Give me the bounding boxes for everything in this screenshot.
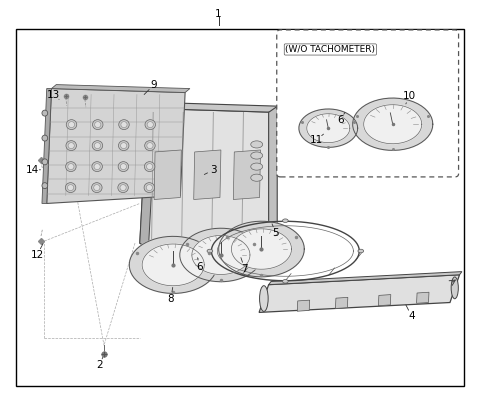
Polygon shape xyxy=(154,150,181,200)
Ellipse shape xyxy=(144,183,155,193)
Ellipse shape xyxy=(146,185,153,191)
Text: 12: 12 xyxy=(31,250,44,260)
Polygon shape xyxy=(269,272,462,285)
Ellipse shape xyxy=(65,183,76,193)
Ellipse shape xyxy=(42,159,48,165)
Ellipse shape xyxy=(92,183,102,193)
Polygon shape xyxy=(180,228,262,282)
FancyBboxPatch shape xyxy=(277,30,458,177)
Ellipse shape xyxy=(68,164,74,170)
Text: 6: 6 xyxy=(337,115,344,125)
Ellipse shape xyxy=(451,277,458,299)
Ellipse shape xyxy=(68,142,74,148)
Ellipse shape xyxy=(94,164,100,170)
Polygon shape xyxy=(378,294,391,306)
Ellipse shape xyxy=(144,162,155,172)
Ellipse shape xyxy=(95,142,100,148)
Ellipse shape xyxy=(147,122,153,128)
Ellipse shape xyxy=(68,122,74,128)
Polygon shape xyxy=(364,105,422,144)
Text: 1: 1 xyxy=(215,9,222,19)
Ellipse shape xyxy=(93,120,103,130)
Polygon shape xyxy=(269,107,277,245)
Polygon shape xyxy=(47,89,185,203)
Ellipse shape xyxy=(42,135,48,141)
Ellipse shape xyxy=(92,141,103,150)
Ellipse shape xyxy=(119,120,129,130)
Text: 7: 7 xyxy=(241,264,248,274)
Ellipse shape xyxy=(144,141,155,150)
Text: (W/O TACHOMETER): (W/O TACHOMETER) xyxy=(285,45,375,54)
Text: 2: 2 xyxy=(96,360,103,370)
Ellipse shape xyxy=(251,163,263,170)
Polygon shape xyxy=(140,239,277,249)
Ellipse shape xyxy=(282,219,288,223)
Ellipse shape xyxy=(66,120,77,130)
Ellipse shape xyxy=(121,122,127,128)
Polygon shape xyxy=(140,109,276,243)
Ellipse shape xyxy=(42,183,48,189)
Polygon shape xyxy=(336,297,348,308)
Ellipse shape xyxy=(94,185,100,191)
Text: 8: 8 xyxy=(168,294,174,304)
Polygon shape xyxy=(140,103,156,249)
Polygon shape xyxy=(42,89,51,203)
Ellipse shape xyxy=(95,122,101,128)
Polygon shape xyxy=(51,85,190,93)
Ellipse shape xyxy=(260,286,268,312)
Text: 5: 5 xyxy=(273,228,279,238)
Polygon shape xyxy=(417,292,429,303)
Ellipse shape xyxy=(251,174,263,181)
Ellipse shape xyxy=(120,142,127,148)
Ellipse shape xyxy=(207,249,213,253)
Polygon shape xyxy=(307,114,350,143)
Text: 3: 3 xyxy=(210,165,217,175)
Text: 11: 11 xyxy=(310,135,323,145)
Polygon shape xyxy=(299,109,358,147)
Ellipse shape xyxy=(118,162,129,172)
Text: 6: 6 xyxy=(196,262,203,272)
Text: 14: 14 xyxy=(26,165,39,175)
Ellipse shape xyxy=(282,280,288,283)
Polygon shape xyxy=(233,150,261,200)
Text: 4: 4 xyxy=(408,311,415,321)
Polygon shape xyxy=(147,103,285,113)
Text: 10: 10 xyxy=(403,91,416,101)
Polygon shape xyxy=(219,221,304,277)
Polygon shape xyxy=(297,300,310,311)
Ellipse shape xyxy=(251,141,263,148)
Ellipse shape xyxy=(251,152,263,159)
Polygon shape xyxy=(231,229,291,269)
Ellipse shape xyxy=(358,249,364,253)
Polygon shape xyxy=(142,244,204,286)
Ellipse shape xyxy=(119,141,129,150)
Ellipse shape xyxy=(92,162,102,172)
Ellipse shape xyxy=(68,185,74,191)
Ellipse shape xyxy=(120,164,127,170)
Polygon shape xyxy=(129,236,217,293)
Ellipse shape xyxy=(146,164,153,170)
Ellipse shape xyxy=(147,142,153,148)
Ellipse shape xyxy=(118,183,128,193)
Ellipse shape xyxy=(120,185,126,191)
Polygon shape xyxy=(192,235,250,275)
Text: 13: 13 xyxy=(47,89,60,99)
Ellipse shape xyxy=(145,120,156,130)
Ellipse shape xyxy=(66,141,76,150)
Polygon shape xyxy=(194,150,221,200)
Polygon shape xyxy=(259,275,459,312)
Ellipse shape xyxy=(42,110,48,116)
Text: 9: 9 xyxy=(151,79,157,90)
Polygon shape xyxy=(353,98,433,150)
Ellipse shape xyxy=(66,162,76,172)
